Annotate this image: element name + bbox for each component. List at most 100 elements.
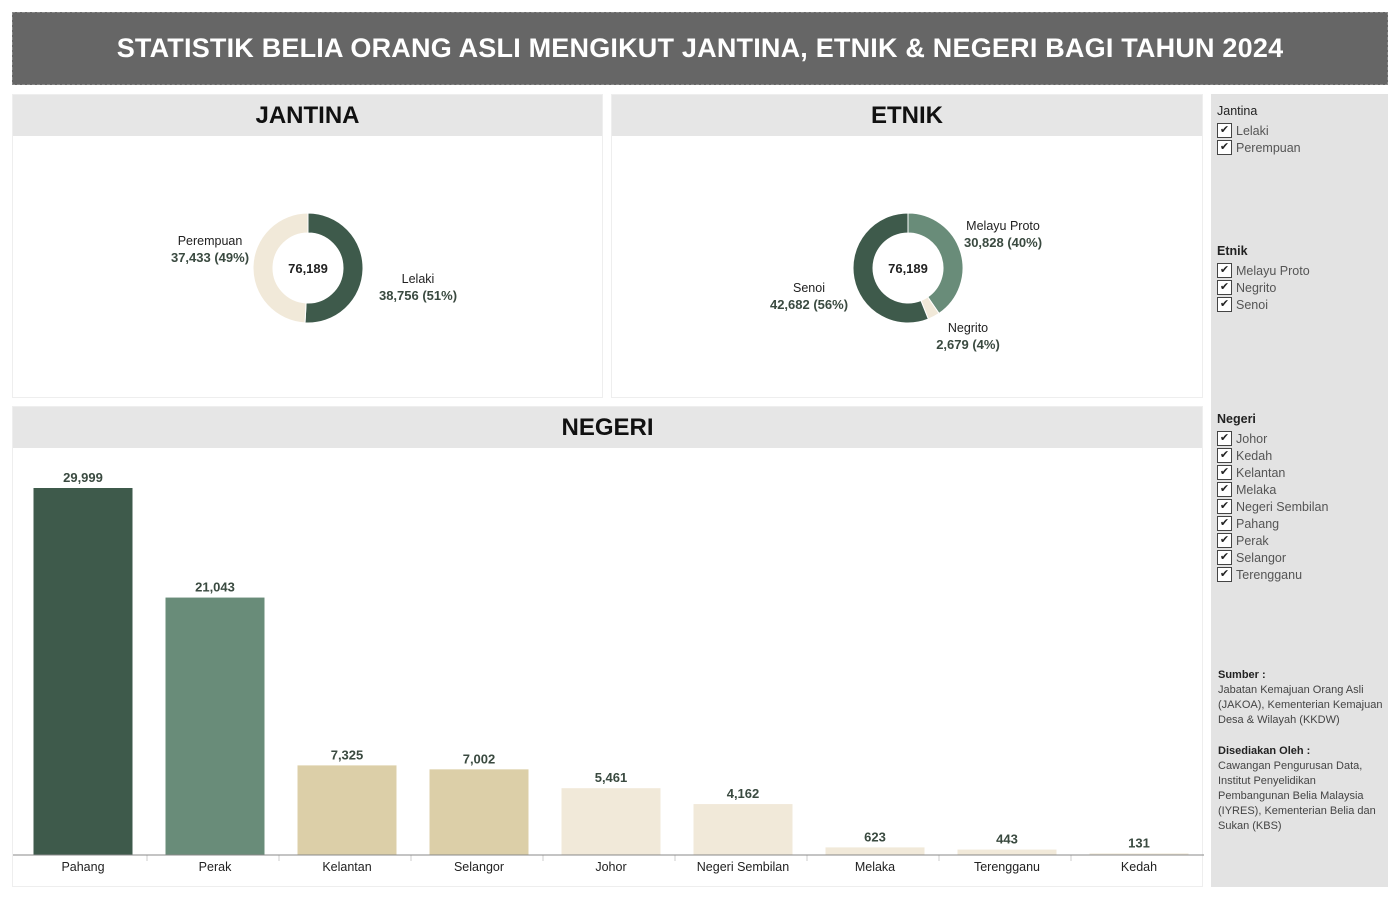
bar-value-melaka: 623 [864,829,886,844]
bar-category-selangor: Selangor [454,860,504,874]
filter-option-label: Kedah [1236,448,1273,463]
sumber-text: Jabatan Kemajuan Orang Asli (JAKOA), Kem… [1218,684,1383,726]
donut-label-negrito: Negrito [948,321,988,335]
bar-category-kedah: Kedah [1121,860,1157,874]
filter-negeri: Negeri ✔ Johor ✔ Kedah ✔ Kelantan ✔ Melaka ✔ Nege… [1217,412,1328,583]
filter-option-label: Melaka [1236,482,1277,497]
bar-category-terengganu: Terengganu [974,860,1040,874]
filter-option-melaka[interactable]: ✔ Melaka [1217,481,1328,498]
negeri-title: NEGERI [13,407,1202,448]
bar-category-melaka: Melaka [855,860,895,874]
filter-option-negrito[interactable]: ✔ Negrito [1217,279,1310,296]
sumber-title: Sumber : [1218,669,1266,681]
jantina-title: JANTINA [13,95,602,136]
checkbox-checked-icon[interactable]: ✔ [1217,550,1232,565]
checkbox-checked-icon[interactable]: ✔ [1217,448,1232,463]
filter-option-label: Negrito [1236,280,1277,295]
bar-category-johor: Johor [595,860,626,874]
filter-option-label: Melayu Proto [1236,263,1310,278]
checkbox-checked-icon[interactable]: ✔ [1217,516,1232,531]
checkbox-checked-icon[interactable]: ✔ [1217,499,1232,514]
checkbox-checked-icon[interactable]: ✔ [1217,263,1232,278]
donut-value-senoi: 42,682 (56%) [770,297,848,312]
filter-option-selangor[interactable]: ✔ Selangor [1217,549,1328,566]
bar-melaka [825,847,925,855]
donut-label-perempuan: Perempuan [178,234,243,248]
filter-negeri-title: Negeri [1217,412,1256,426]
filter-option-kedah[interactable]: ✔ Kedah [1217,447,1328,464]
bar-johor [561,788,661,855]
etnik-title: ETNIK [612,95,1202,136]
filter-option-melayu-proto[interactable]: ✔ Melayu Proto [1217,262,1310,279]
bar-category-perak: Perak [199,860,232,874]
bar-value-kedah: 131 [1128,835,1150,850]
jantina-panel: JANTINA 76,189 Lelaki 38,756 (51%) Perempua… [12,94,603,398]
bar-value-terengganu: 443 [996,832,1018,847]
filter-etnik-title: Etnik [1217,244,1248,258]
bar-pahang [33,488,133,855]
filter-option-kelantan[interactable]: ✔ Kelantan [1217,464,1328,481]
checkbox-checked-icon[interactable]: ✔ [1217,465,1232,480]
donut-value-negrito: 2,679 (4%) [936,337,1000,352]
filter-sidebar: Jantina ✔ Lelaki ✔ Perempuan Etnik ✔ Melayu … [1211,94,1388,887]
bar-category-kelantan: Kelantan [322,860,371,874]
etnik-donut-chart: 76,189 Melayu Proto 30,828 (40%) Negrito 2,6… [770,212,1042,352]
filter-etnik: Etnik ✔ Melayu Proto ✔ Negrito ✔ Senoi [1217,244,1310,313]
bar-selangor [429,769,529,855]
checkbox-checked-icon[interactable]: ✔ [1217,567,1232,582]
filter-option-label: Johor [1236,431,1268,446]
disediakan-text: Cawangan Pengurusan Data, Institut Penye… [1218,760,1376,832]
bar-negeri-sembilan [693,804,793,855]
filter-option-label: Kelantan [1236,465,1286,480]
bar-terengganu [957,849,1057,855]
filter-option-label: Senoi [1236,297,1268,312]
dashboard-title: STATISTIK BELIA ORANG ASLI MENGIKUT JANT… [116,33,1284,63]
filter-option-label: Negeri Sembilan [1236,499,1329,514]
filter-option-label: Perak [1236,533,1269,548]
filter-option-label: Selangor [1236,550,1287,565]
checkbox-checked-icon[interactable]: ✔ [1217,431,1232,446]
etnik-panel: ETNIK 76,189 Melayu Proto 30,828 (40%) Negr… [611,94,1203,398]
checkbox-checked-icon[interactable]: ✔ [1217,280,1232,295]
donut-center-total: 76,189 [288,261,328,276]
filter-option-terengganu[interactable]: ✔ Terengganu [1217,566,1328,583]
dashboard-header: STATISTIK BELIA ORANG ASLI MENGIKUT JANT… [12,12,1388,85]
checkbox-checked-icon[interactable]: ✔ [1217,140,1232,155]
donut-center-total: 76,189 [888,261,928,276]
bar-value-pahang: 29,999 [63,470,103,485]
donut-label-senoi: Senoi [793,281,825,295]
donut-slice-perempuan [252,212,309,324]
filter-option-senoi[interactable]: ✔ Senoi [1217,296,1310,313]
negeri-panel: NEGERI 29,999 Pahang 21,043 Perak 7,325 Kelan… [12,406,1204,887]
filter-option-lelaki[interactable]: ✔ Lelaki [1217,122,1301,139]
filter-option-perak[interactable]: ✔ Perak [1217,532,1328,549]
filter-jantina-title: Jantina [1217,104,1258,118]
filter-option-label: Terengganu [1236,567,1303,582]
filter-option-label: Pahang [1236,516,1280,531]
bar-category-pahang: Pahang [61,860,104,874]
bar-value-johor: 5,461 [595,770,628,785]
filter-option-label: Lelaki [1236,123,1269,138]
bar-perak [165,597,265,855]
checkbox-checked-icon[interactable]: ✔ [1217,482,1232,497]
source-note: Sumber : Jabatan Kemajuan Orang Asli (JA… [1218,668,1386,834]
donut-slice-senoi [852,212,929,324]
checkbox-checked-icon[interactable]: ✔ [1217,123,1232,138]
filter-option-pahang[interactable]: ✔ Pahang [1217,515,1328,532]
jantina-donut-chart: 76,189 Lelaki 38,756 (51%) Perempuan 37,433 … [171,212,457,324]
bar-value-kelantan: 7,325 [331,747,364,762]
donut-value-melayu-proto: 30,828 (40%) [964,235,1042,250]
disediakan-title: Disediakan Oleh : [1218,745,1311,757]
bar-kedah [1089,853,1189,855]
donut-label-lelaki: Lelaki [402,272,435,286]
checkbox-checked-icon[interactable]: ✔ [1217,533,1232,548]
filter-option-label: Perempuan [1236,140,1301,155]
bar-kelantan [297,765,397,855]
filter-option-negeri-sembilan[interactable]: ✔ Negeri Sembilan [1217,498,1328,515]
donut-label-melayu-proto: Melayu Proto [966,219,1040,233]
filter-option-perempuan[interactable]: ✔ Perempuan [1217,139,1301,156]
filter-jantina: Jantina ✔ Lelaki ✔ Perempuan [1217,104,1301,156]
filter-option-johor[interactable]: ✔ Johor [1217,430,1328,447]
bar-value-perak: 21,043 [195,580,235,595]
checkbox-checked-icon[interactable]: ✔ [1217,297,1232,312]
